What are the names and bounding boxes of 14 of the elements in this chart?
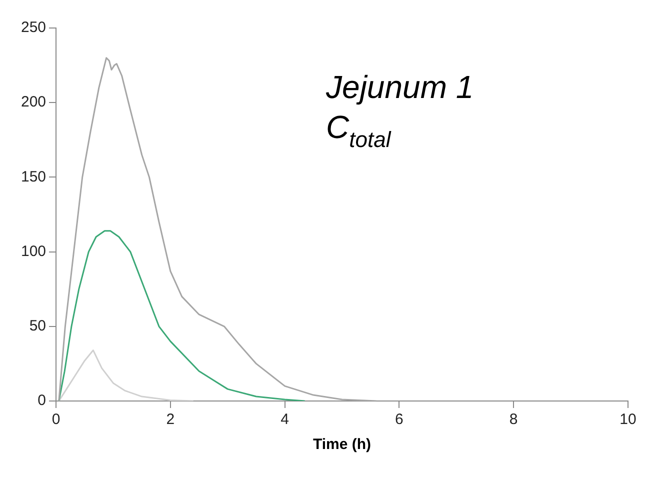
y-tick-label: 0 <box>38 392 46 410</box>
x-tick-label: 4 <box>280 411 289 428</box>
x-tick-label: 10 <box>620 411 636 428</box>
x-tick-label: 0 <box>52 411 60 428</box>
x-axis-title: Time (h) <box>312 436 372 454</box>
y-tick-label: 50 <box>29 318 46 335</box>
annotation: Jejunum 1 <box>325 69 474 105</box>
x-tick-label: 6 <box>395 411 404 428</box>
x-tick-label: 2 <box>166 411 175 428</box>
y-tick-label: 200 <box>20 94 46 111</box>
y-tick-label: 250 <box>20 19 46 36</box>
x-tick-label: 8 <box>509 411 518 428</box>
y-tick-label: 100 <box>20 242 46 260</box>
y-tick-label: 150 <box>20 168 46 186</box>
